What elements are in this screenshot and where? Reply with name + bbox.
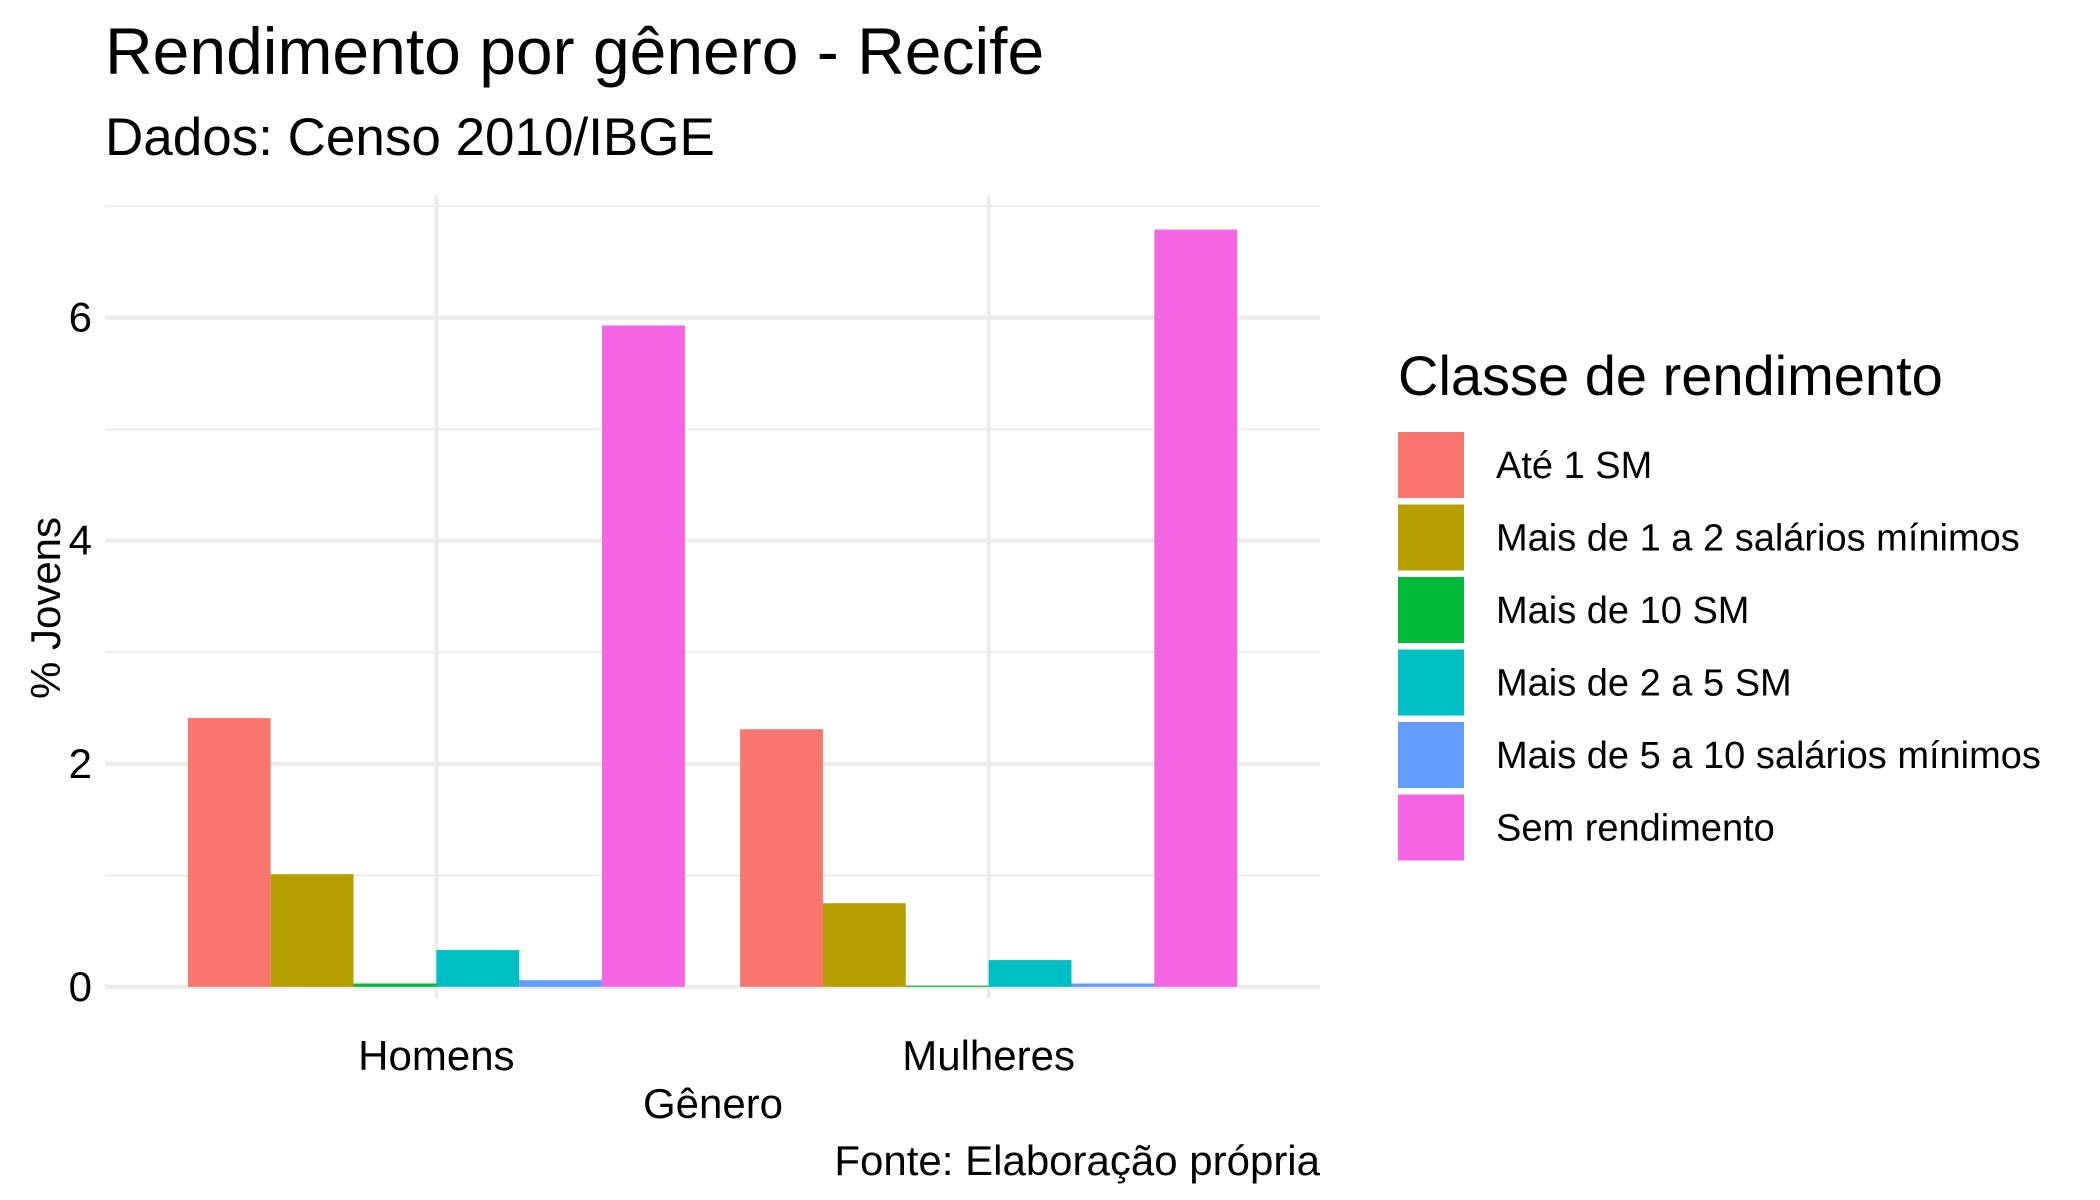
legend-key (1398, 432, 1464, 498)
y-tick-label: 0 (69, 963, 92, 1010)
chart-caption: Fonte: Elaboração própria (834, 1137, 1320, 1184)
legend-key (1398, 577, 1464, 643)
x-tick-label: Mulheres (902, 1032, 1075, 1079)
bar (740, 729, 823, 987)
bar (436, 950, 520, 987)
legend-label: Até 1 SM (1496, 445, 1652, 487)
y-tick-label: 2 (69, 740, 92, 787)
x-axis-title: Gênero (643, 1080, 783, 1127)
legend-key (1398, 794, 1464, 861)
legend-label: Sem rendimento (1496, 808, 1775, 850)
legend-label: Mais de 2 a 5 SM (1496, 663, 1792, 705)
bar (270, 874, 354, 987)
legend-key (1398, 649, 1464, 716)
legend-key (1398, 504, 1464, 571)
x-tick-label: Homens (358, 1032, 514, 1079)
y-tick-label: 4 (69, 517, 92, 564)
y-axis-title: % Jovens (22, 517, 69, 699)
bar (905, 985, 989, 987)
legend-label: Mais de 10 SM (1496, 590, 1749, 632)
x-tick-labels: Homens Mulheres (358, 1032, 1075, 1079)
legend: Classe de rendimento Até 1 SM Mais de 1 a… (1398, 344, 2041, 861)
chart-title: Rendimento por gênero - Recife (105, 14, 1044, 88)
bar (822, 903, 906, 987)
bar (1071, 983, 1155, 987)
bar (187, 718, 271, 987)
chart-subtitle: Dados: Censo 2010/IBGE (105, 108, 715, 167)
legend-title: Classe de rendimento (1398, 344, 1943, 407)
legend-label: Mais de 1 a 2 salários mínimos (1496, 518, 2020, 560)
bar (988, 960, 1072, 987)
bar (519, 980, 603, 987)
bars (187, 229, 1238, 987)
y-tick-labels: 0 2 4 6 (69, 294, 92, 1010)
legend-key (1398, 722, 1464, 788)
bar (1154, 229, 1238, 987)
legend-label: Mais de 5 a 10 salários mínimos (1496, 735, 2041, 777)
bar (353, 983, 437, 987)
bar (602, 325, 685, 987)
y-tick-label: 6 (69, 294, 92, 341)
